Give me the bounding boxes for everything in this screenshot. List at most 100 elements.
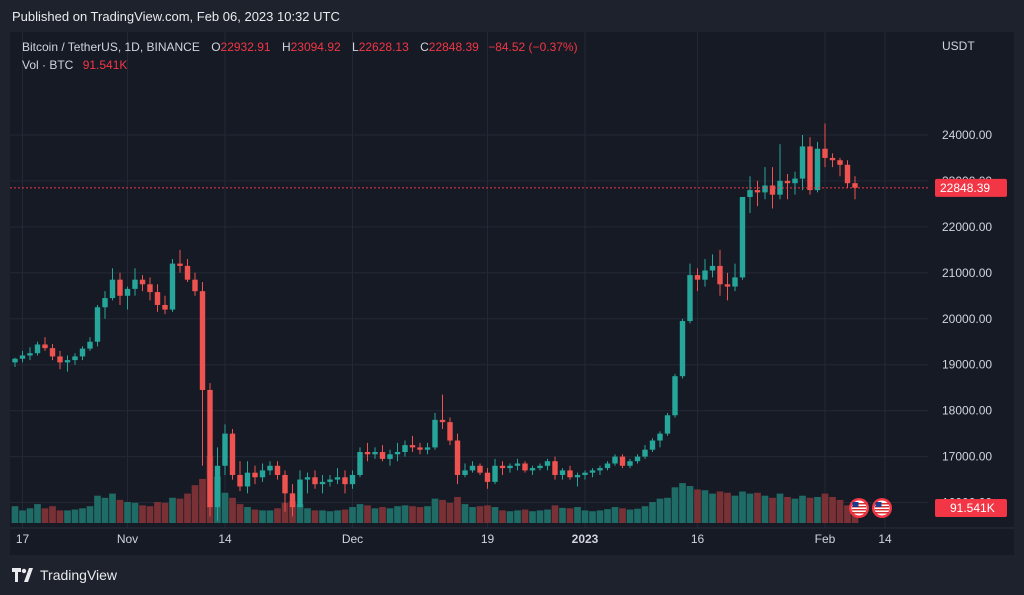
chart-frame[interactable]: USDT16000.0017000.0018000.0019000.002000… — [10, 32, 1014, 555]
volume-bar — [754, 492, 761, 523]
candlestick-chart[interactable]: USDT16000.0017000.0018000.0019000.002000… — [10, 32, 1014, 555]
tradingview-logo-icon — [12, 568, 33, 582]
candle-body — [702, 270, 708, 280]
flag-stripe — [875, 503, 889, 505]
volume-legend: Vol · BTC 91.541K — [22, 58, 127, 72]
us-flag-icon[interactable] — [872, 498, 892, 518]
volume-bar — [161, 502, 169, 523]
candle-body — [507, 465, 513, 469]
candle-body — [34, 344, 41, 354]
volume-bar — [829, 496, 836, 523]
volume-bar — [551, 505, 559, 523]
candle-body — [514, 463, 521, 466]
volume-bar — [26, 508, 34, 523]
flag-stripe — [852, 512, 866, 514]
candle-body — [552, 461, 558, 475]
volume-bar — [536, 510, 544, 523]
time-tick-label: 16 — [691, 532, 705, 546]
candle-body — [267, 465, 273, 471]
candle-body — [454, 440, 461, 475]
price-tick-label: 19000.00 — [942, 358, 992, 372]
candle-body — [687, 275, 693, 322]
volume-bar — [64, 510, 71, 523]
volume-bar — [281, 502, 289, 523]
volume-bar — [259, 510, 266, 523]
time-axis[interactable]: 17 Nov 14 Dec 19 2023 16 Feb 14 — [16, 532, 892, 546]
flag-stripe — [852, 503, 866, 505]
volume-bar — [596, 510, 604, 523]
flag-stripe — [852, 509, 866, 511]
volume-bar — [761, 495, 769, 523]
event-markers[interactable] — [849, 498, 892, 518]
volume-bar — [184, 493, 191, 523]
candle-body — [154, 292, 161, 305]
candle-body — [754, 190, 761, 193]
volume-tag — [935, 499, 1007, 517]
candle-body — [184, 265, 191, 280]
candle-body — [634, 456, 641, 462]
close-value: 22848.39 — [428, 40, 479, 54]
last-price-value: 22848.39 — [940, 181, 990, 195]
volume-bar — [626, 509, 634, 523]
price-tick-label: 20000.00 — [942, 312, 992, 326]
candle-body — [64, 360, 71, 363]
volume-bar — [701, 490, 709, 523]
price-tick-label: 17000.00 — [942, 450, 992, 464]
time-tick-label: 19 — [481, 532, 495, 546]
candle-body — [402, 445, 408, 453]
volume-label[interactable]: Vol · BTC — [22, 58, 74, 72]
price-axis[interactable]: USDT16000.0017000.0018000.0019000.002000… — [942, 39, 992, 510]
candle-body — [694, 275, 701, 280]
volume-bar — [769, 497, 776, 523]
volume-bar — [94, 495, 101, 523]
volume-bar — [836, 499, 844, 523]
candle-body — [49, 348, 56, 357]
time-tick-label: 2023 — [572, 532, 599, 546]
candle-body — [559, 470, 566, 475]
volume-bar — [139, 505, 146, 523]
volume-bar — [619, 508, 626, 523]
volume-bar — [671, 487, 679, 523]
candle-body — [769, 185, 776, 195]
candle-body — [102, 298, 108, 308]
volume-bar — [476, 506, 484, 523]
volume-bar — [401, 505, 409, 523]
volume-bar — [694, 489, 701, 523]
candle-body — [207, 389, 213, 508]
volume-bar — [124, 502, 131, 523]
volume-bar — [274, 508, 281, 523]
candle-body — [544, 461, 551, 466]
us-flag-icon[interactable] — [849, 498, 869, 518]
candle-body — [364, 452, 371, 455]
volume-bar — [611, 507, 619, 523]
volume-bar — [724, 492, 731, 523]
symbol-title[interactable]: Bitcoin / TetherUS, 1D, BINANCE — [22, 40, 200, 54]
volume-bar — [109, 493, 116, 523]
volume-bar — [244, 507, 251, 523]
volume-bar — [101, 497, 109, 523]
volume-bar — [634, 508, 641, 523]
candle-body — [642, 449, 648, 457]
flag-canton — [852, 502, 859, 507]
candle-body — [229, 433, 236, 475]
volume-bar — [176, 498, 184, 523]
volume-bar — [394, 506, 401, 523]
volume-bar — [424, 506, 431, 523]
volume-bar — [679, 483, 686, 523]
tradingview-brand[interactable]: TradingView — [12, 567, 117, 583]
candle-body — [72, 356, 78, 361]
price-candles — [12, 123, 858, 521]
last-price-tag — [935, 178, 1007, 197]
candle-body — [394, 452, 401, 455]
candle-body — [117, 279, 123, 296]
volume-bar — [784, 496, 791, 523]
candle-body — [312, 477, 318, 485]
volume-bar — [566, 508, 574, 523]
time-tick-label: 17 — [16, 532, 30, 546]
volume-bar — [716, 491, 724, 523]
price-tick-label: 22000.00 — [942, 220, 992, 234]
candle-body — [799, 146, 806, 179]
time-tick-label: 14 — [878, 532, 892, 546]
volume-bar — [484, 505, 491, 523]
volume-bar — [236, 504, 244, 523]
